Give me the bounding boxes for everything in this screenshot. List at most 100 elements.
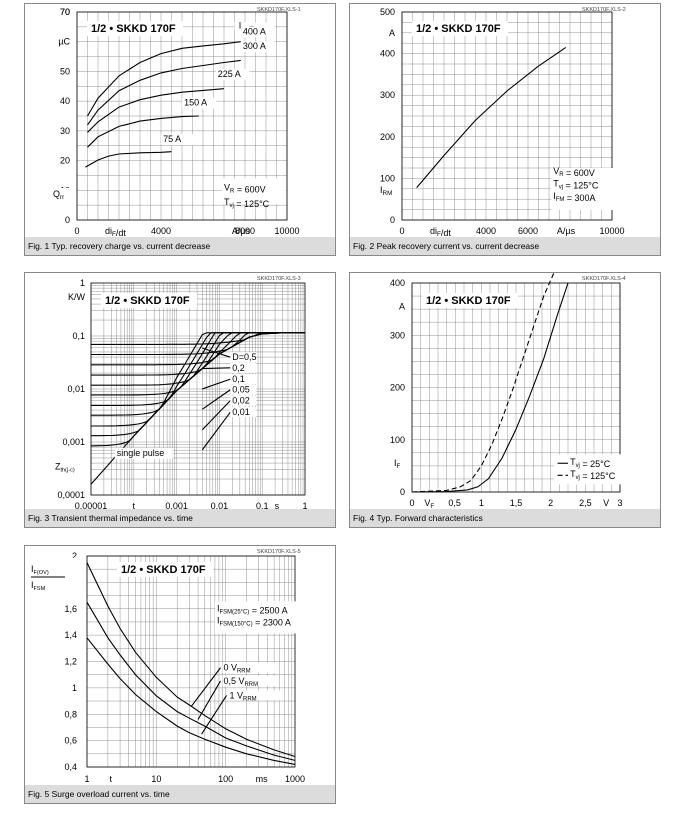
x-tick-label: 1	[479, 498, 484, 508]
condition-label: Tvj = 125°C	[553, 179, 599, 191]
label-box	[551, 168, 622, 210]
x-axis-label: diF/dt	[105, 226, 126, 237]
y-tick-label: 400	[380, 49, 395, 59]
y-tick-label: 50	[60, 66, 70, 76]
x-axis-label: t	[109, 774, 112, 784]
series-leader	[197, 680, 221, 720]
x-tick-label: 4000	[151, 226, 171, 236]
label-box	[240, 41, 275, 53]
label-box	[230, 362, 257, 373]
x-unit: A/µs	[232, 226, 251, 236]
y-tick-label: 500	[380, 7, 395, 17]
figure-3-chart: SKKD170F.XLS-3 0,0001 0,001 0,01 0,1 1 K/W 0,0…	[25, 276, 308, 509]
y-tick-label: 200	[380, 132, 395, 142]
title-box	[117, 562, 213, 577]
y-unit: µC	[58, 37, 70, 47]
y-axis-label: Qrr	[53, 189, 64, 201]
y-tick-label: 1	[72, 683, 77, 693]
series-line	[86, 637, 296, 765]
figure-4: SKKD170F.XLS-4 0 100 200 300 400 A 0 1 1,5 2 2,5 3 0…	[349, 272, 661, 528]
label-box	[25, 188, 73, 200]
plot-frame	[76, 11, 288, 221]
label-box	[230, 352, 257, 363]
figure-caption: Fig. 5 Surge overload current vs. time	[25, 785, 335, 803]
label-box	[222, 662, 277, 673]
condition-label: Tvj = 125°C	[224, 197, 270, 209]
y-tick-label: 0,01	[67, 384, 85, 394]
series-line	[416, 46, 567, 188]
y-tick-label: 100	[380, 173, 395, 183]
plot-frame	[86, 555, 296, 768]
x-tick-label: 0,01	[211, 501, 229, 509]
legend-label: 0,1	[232, 374, 245, 384]
series-line	[411, 273, 555, 493]
x-tick-label: 1	[84, 774, 89, 784]
series-line	[411, 282, 569, 493]
y-axis-label-den: IFSM	[31, 580, 46, 592]
x-tick-label: 100	[218, 774, 233, 784]
figure-4-chart: SKKD170F.XLS-4 0 100 200 300 400 A 0 1 1,5 2 2,5 3 0…	[350, 273, 627, 509]
x-axis-label: VF	[424, 498, 434, 509]
duty-cycle-line	[90, 332, 305, 447]
y-tick-label: 30	[60, 126, 70, 136]
series-line	[86, 601, 296, 761]
series-label: 150 A	[184, 98, 207, 108]
duty-cycle-line	[91, 332, 305, 386]
y-tick-label: 70	[60, 7, 70, 17]
y-tick-label: 1	[80, 278, 85, 288]
label-box	[25, 461, 85, 474]
label-box	[230, 407, 257, 418]
legend-label: 0,02	[232, 396, 250, 406]
duty-cycle-line	[91, 332, 305, 416]
legend-leader	[202, 389, 231, 410]
x-tick-label: 10	[151, 774, 161, 784]
x-tick-label: 1	[302, 501, 307, 509]
label-box	[230, 395, 257, 406]
x-tick-label: 8000	[235, 226, 255, 236]
label-box	[350, 184, 398, 196]
legend-label: 0,01	[232, 407, 250, 417]
x-unit: A/µs	[557, 226, 576, 236]
y-tick-label: 1,2	[64, 657, 77, 667]
x-tick-label: 4000	[476, 226, 496, 236]
chart-title: 1/2 • SKKD 170F	[91, 23, 176, 35]
series-line	[85, 151, 172, 168]
label-box	[230, 374, 257, 385]
y-tick-label: 0,001	[62, 437, 85, 447]
chart-ref: SKKD170F.XLS-3	[257, 276, 301, 282]
legend-label: Tvj = 125°C	[570, 469, 616, 481]
condition-label: VR = 600V	[224, 182, 266, 194]
series-label: 0 VRRM	[223, 663, 250, 675]
label-box	[350, 457, 406, 470]
y-unit: A	[399, 302, 405, 312]
y-axis-label: Zth(j-c)	[55, 462, 75, 474]
series-label: 400 A	[243, 26, 266, 36]
title-box	[412, 21, 508, 36]
legend-label: Tvj = 25°C	[570, 457, 611, 469]
y-unit: K/W	[68, 292, 86, 302]
label-box	[228, 690, 283, 701]
y-tick-label: 0	[400, 487, 405, 497]
series-label: 0,5 VRRM	[223, 676, 258, 688]
x-tick-label: 2,5	[579, 498, 592, 508]
y-tick-label: 40	[60, 96, 70, 106]
figure-1-chart: SKKD170F.XLS-1 010203040507070µC04000800…	[25, 7, 301, 237]
title-box	[422, 293, 518, 308]
x-tick-label: 0	[74, 226, 79, 236]
condition-label: IFSM(150°C) = 2300 A	[217, 615, 291, 627]
x-tick-label: 0	[409, 498, 414, 508]
x-tick-label: 0,001	[165, 501, 188, 509]
x-unit: s	[275, 501, 280, 509]
label-box	[215, 68, 250, 80]
y-tick-label: 0,4	[64, 762, 77, 772]
legend-leader	[202, 347, 231, 358]
figure-2: SKKD170F.XLS-2 0 100 200 300 400 500 A 0 4000 600…	[349, 3, 661, 256]
label-box	[230, 384, 257, 395]
x-tick-label: 1000	[285, 774, 305, 784]
plot-frame	[401, 11, 613, 221]
title-box	[101, 293, 197, 308]
y-tick-label: 20	[60, 156, 70, 166]
y-tick-label: 400	[390, 278, 405, 288]
series-line	[87, 59, 241, 126]
x-tick-label: 6000	[518, 226, 538, 236]
